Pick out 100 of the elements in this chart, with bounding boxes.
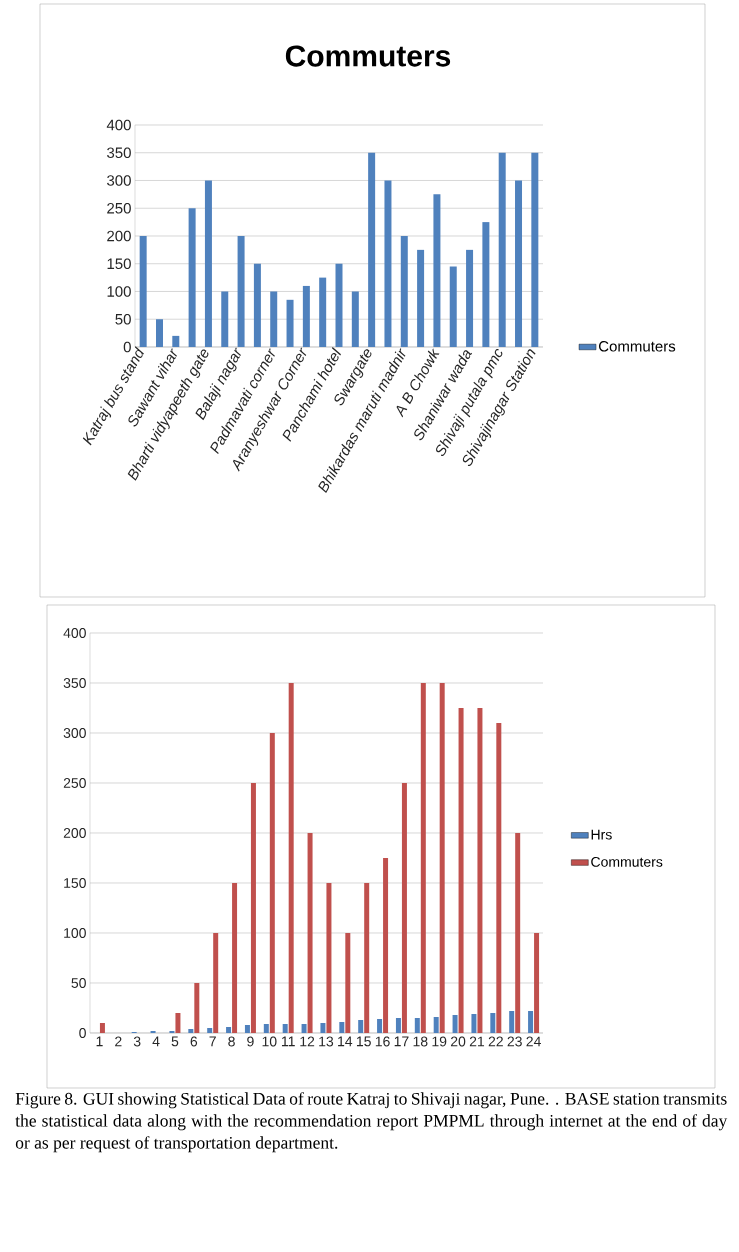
bar bbox=[477, 707, 483, 1033]
bar bbox=[417, 249, 425, 347]
bar bbox=[509, 1010, 515, 1033]
bar bbox=[155, 319, 163, 347]
y-tick-label: 350 bbox=[63, 678, 86, 688]
bar bbox=[169, 1030, 175, 1033]
x-tick-label: 24 bbox=[526, 1036, 541, 1047]
x-tick-label: 7 bbox=[209, 1036, 216, 1047]
caption: Figure 8. GUI showing Statistical Data of route Katraj to Shivaji nagar, Pune. . BASE station transmits the statistical data along with the recommendation report PMPML through internet at the end of day or as per request of transportation department. bbox=[15, 1092, 728, 1153]
bar bbox=[288, 682, 294, 1033]
y-tick-label: 400 bbox=[106, 119, 131, 131]
bar bbox=[420, 682, 426, 1033]
bar bbox=[401, 782, 407, 1033]
bar bbox=[528, 1010, 534, 1033]
bar bbox=[270, 291, 278, 347]
y-tick-label: 150 bbox=[107, 258, 131, 270]
bar bbox=[351, 291, 359, 347]
y-tick-label: 50 bbox=[71, 978, 86, 988]
bar bbox=[498, 152, 506, 347]
legend-label: Commuters bbox=[598, 341, 676, 352]
y-tick-label: 250 bbox=[107, 202, 131, 214]
bar bbox=[207, 1027, 213, 1033]
bar bbox=[99, 1022, 105, 1033]
bar bbox=[226, 1026, 232, 1033]
bar bbox=[358, 1019, 364, 1033]
bar bbox=[172, 335, 180, 347]
x-tick-label: 2 bbox=[115, 1036, 122, 1047]
bar bbox=[449, 266, 457, 347]
x-tick-label: 16 bbox=[375, 1036, 390, 1047]
bar bbox=[515, 832, 521, 1033]
bar bbox=[414, 1017, 420, 1033]
bar bbox=[188, 208, 196, 347]
y-tick-label: 400 bbox=[63, 628, 86, 638]
y-tick-label: 350 bbox=[107, 147, 131, 159]
bar bbox=[384, 180, 392, 347]
y-tick-label: 300 bbox=[63, 728, 86, 738]
bar bbox=[439, 682, 445, 1033]
x-tick-label: 15 bbox=[356, 1036, 371, 1047]
bar bbox=[194, 982, 200, 1033]
bar bbox=[175, 1012, 181, 1033]
y-tick-label: 300 bbox=[107, 175, 131, 186]
bar bbox=[364, 882, 370, 1033]
x-tick-label: 10 bbox=[262, 1036, 277, 1047]
bar bbox=[471, 1013, 477, 1033]
bar bbox=[269, 732, 275, 1033]
y-tick-label: 50 bbox=[115, 313, 131, 325]
legend-label: Hrs bbox=[591, 829, 612, 840]
bar bbox=[452, 1014, 458, 1033]
x-tick-label: 11 bbox=[281, 1036, 295, 1047]
bar bbox=[232, 882, 238, 1033]
x-tick-label: 23 bbox=[507, 1036, 522, 1047]
bar bbox=[534, 932, 540, 1033]
bar bbox=[515, 180, 523, 347]
bar bbox=[320, 1022, 326, 1033]
x-tick-label: 4 bbox=[152, 1036, 160, 1047]
x-tick-label: 21 bbox=[469, 1036, 485, 1047]
x-tick-label: 1 bbox=[96, 1036, 103, 1047]
bar bbox=[368, 152, 376, 347]
bar bbox=[302, 285, 310, 347]
x-tick-label: 17 bbox=[394, 1036, 409, 1047]
bar bbox=[466, 249, 474, 347]
y-tick-label: 100 bbox=[64, 928, 86, 938]
bar bbox=[433, 194, 441, 347]
bar bbox=[319, 277, 327, 347]
bar bbox=[204, 180, 212, 347]
x-tick-label: 9 bbox=[247, 1036, 254, 1047]
bar bbox=[213, 932, 219, 1033]
x-tick-label: 14 bbox=[338, 1036, 353, 1047]
bar bbox=[150, 1030, 156, 1033]
bar bbox=[188, 1028, 194, 1033]
y-tick-label: 0 bbox=[79, 1028, 86, 1038]
bar bbox=[244, 1024, 250, 1033]
bar bbox=[250, 782, 256, 1033]
bar bbox=[458, 707, 464, 1033]
bar bbox=[531, 152, 539, 347]
bar bbox=[307, 832, 313, 1033]
bar bbox=[395, 1017, 401, 1033]
x-tick-label: 20 bbox=[450, 1036, 466, 1047]
bar bbox=[400, 235, 408, 347]
x-tick-label: 8 bbox=[228, 1036, 235, 1047]
bar bbox=[482, 222, 490, 347]
bar bbox=[301, 1023, 307, 1033]
bar bbox=[383, 857, 389, 1033]
y-tick-label: 250 bbox=[63, 778, 86, 788]
y-tick-label: 150 bbox=[64, 878, 86, 888]
bar bbox=[377, 1018, 383, 1033]
x-tick-label: 13 bbox=[319, 1036, 334, 1047]
y-tick-label: 100 bbox=[107, 286, 131, 297]
x-tick-label: 5 bbox=[171, 1036, 179, 1047]
bar bbox=[282, 1023, 288, 1033]
y-tick-label: 200 bbox=[107, 230, 131, 242]
y-tick-label: 200 bbox=[63, 828, 86, 838]
x-tick-label: 12 bbox=[300, 1036, 315, 1047]
x-tick-label: 18 bbox=[413, 1036, 428, 1047]
bar bbox=[496, 722, 502, 1033]
legend-label: Commuters bbox=[591, 856, 663, 867]
bar bbox=[263, 1023, 269, 1033]
bar bbox=[221, 291, 229, 347]
x-tick-label: 6 bbox=[190, 1036, 198, 1047]
bar bbox=[139, 235, 147, 347]
